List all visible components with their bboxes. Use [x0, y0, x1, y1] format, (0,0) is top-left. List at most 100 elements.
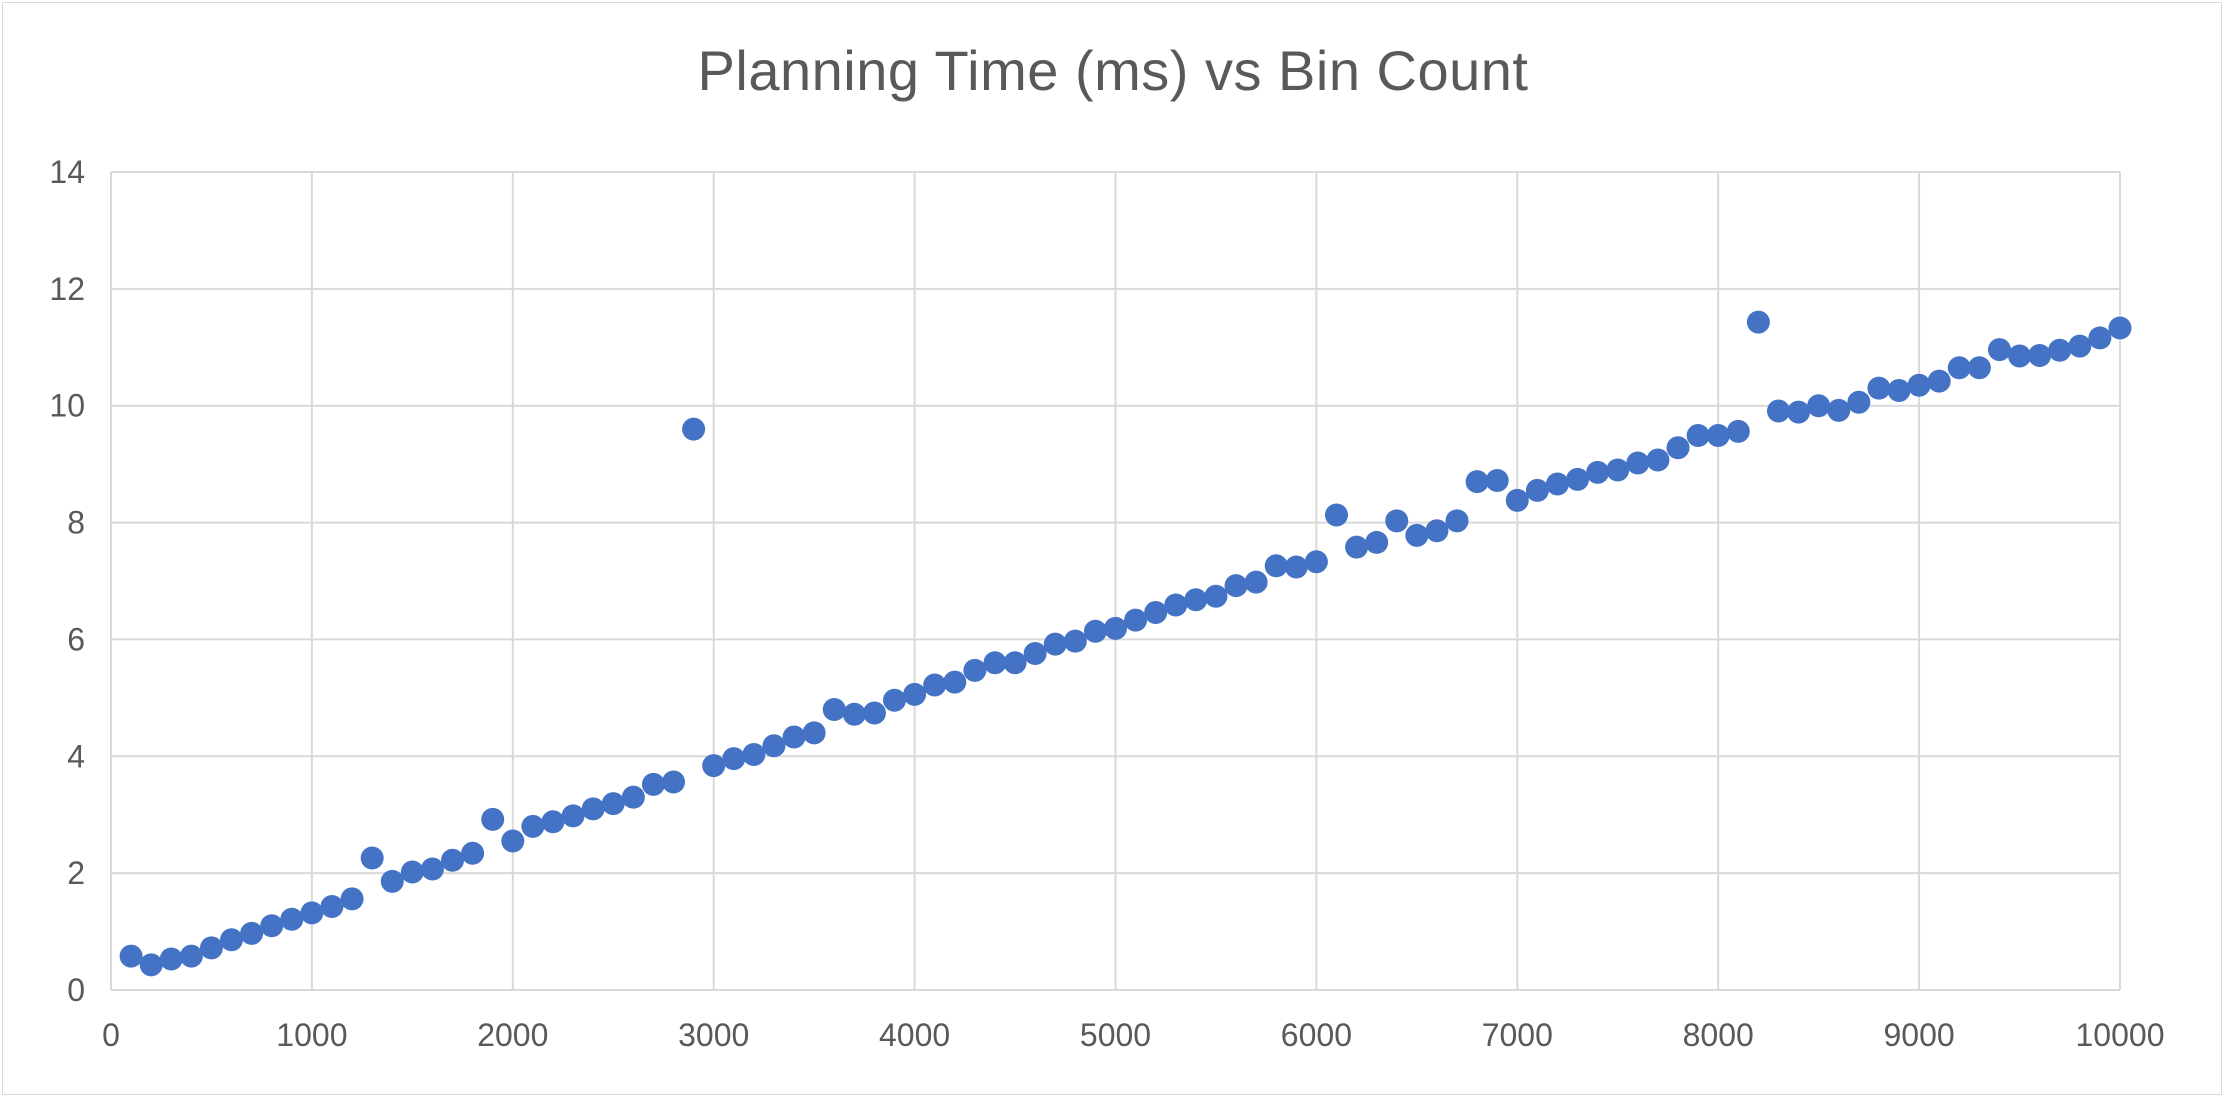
data-point: [1385, 509, 1409, 533]
data-point: [702, 754, 726, 778]
y-tick-label: 6: [67, 621, 85, 657]
data-point: [521, 814, 545, 838]
data-point: [1104, 616, 1127, 640]
data-point: [923, 673, 947, 697]
data-point: [1787, 400, 1811, 424]
data-point: [1726, 419, 1750, 443]
data-point: [1003, 651, 1027, 675]
data-point: [1987, 338, 2011, 362]
data-point: [581, 797, 605, 821]
x-tick-label: 8000: [1683, 1017, 1754, 1053]
data-point: [1144, 601, 1168, 625]
data-point: [1706, 424, 1730, 448]
data-point: [1284, 555, 1308, 579]
data-point: [1847, 390, 1871, 414]
axis-tick-labels: 0 2 4 6 8 10 12 14 0 1000 2000 3000 4000 5000 6000 7000…: [49, 154, 2164, 1053]
data-point: [139, 953, 163, 977]
data-point: [1907, 373, 1931, 397]
data-point: [1505, 488, 1529, 512]
data-point: [1807, 394, 1831, 418]
data-point: [1967, 356, 1991, 380]
data-point: [1887, 379, 1911, 403]
data-point: [461, 841, 485, 865]
y-tick-label: 0: [67, 972, 85, 1008]
x-tick-label: 6000: [1281, 1017, 1352, 1053]
data-point: [1947, 356, 1971, 380]
data-point: [1485, 469, 1509, 493]
y-tick-label: 10: [49, 388, 85, 424]
data-point: [1063, 629, 1087, 653]
data-point: [1043, 632, 1067, 656]
data-point: [1666, 436, 1690, 460]
data-point: [621, 785, 645, 809]
data-point: [722, 747, 746, 771]
data-point: [1525, 478, 1549, 502]
x-tick-label: 5000: [1080, 1017, 1151, 1053]
data-point: [762, 734, 786, 758]
x-tick-label: 4000: [879, 1017, 950, 1053]
data-point: [1324, 503, 1348, 527]
data-point: [662, 770, 686, 794]
x-tick-label: 2000: [477, 1017, 548, 1053]
x-tick-label: 10000: [2076, 1017, 2165, 1053]
x-tick-label: 0: [102, 1017, 120, 1053]
data-point: [1827, 398, 1851, 422]
data-point: [1405, 523, 1429, 547]
data-point: [2008, 344, 2032, 368]
data-point: [561, 804, 585, 828]
data-point: [1867, 376, 1891, 400]
data-points: [119, 310, 2132, 977]
data-point: [1184, 588, 1208, 612]
data-point: [1345, 535, 1369, 559]
data-point: [1545, 472, 1569, 496]
data-point: [842, 702, 866, 726]
data-point: [682, 417, 706, 441]
data-point: [2068, 334, 2092, 358]
data-point: [1646, 448, 1670, 472]
data-point: [1264, 554, 1288, 578]
x-tick-label: 7000: [1482, 1017, 1553, 1053]
data-point: [300, 901, 324, 925]
data-point: [782, 725, 806, 749]
data-point: [380, 869, 404, 893]
data-point: [240, 921, 264, 945]
data-point: [1606, 458, 1630, 482]
data-point: [1766, 399, 1790, 423]
data-point: [802, 721, 826, 745]
y-tick-label: 8: [67, 505, 85, 541]
data-point: [400, 860, 424, 884]
y-tick-label: 12: [49, 271, 85, 307]
data-point: [179, 944, 203, 968]
data-point: [1164, 593, 1188, 617]
data-point: [742, 743, 766, 767]
data-point: [360, 846, 384, 870]
data-point: [963, 658, 987, 682]
x-tick-label: 3000: [678, 1017, 749, 1053]
data-point: [1244, 570, 1268, 594]
data-point: [280, 907, 304, 931]
y-tick-label: 2: [67, 855, 85, 891]
data-point: [1083, 619, 1107, 643]
data-point: [1586, 460, 1610, 484]
data-point: [1686, 424, 1710, 448]
data-point: [420, 857, 444, 881]
data-point: [903, 682, 927, 706]
y-tick-label: 14: [49, 154, 85, 190]
data-point: [1626, 451, 1650, 475]
data-point: [159, 947, 183, 971]
data-point: [1023, 641, 1047, 665]
data-point: [1445, 509, 1469, 533]
data-point: [983, 651, 1007, 675]
data-point: [1465, 470, 1489, 494]
data-point: [501, 829, 525, 853]
data-point: [199, 936, 223, 960]
x-tick-label: 9000: [1884, 1017, 1955, 1053]
data-point: [2048, 338, 2072, 362]
data-point: [2088, 326, 2112, 350]
data-point: [1224, 574, 1248, 598]
data-point: [883, 688, 907, 712]
data-point: [1304, 550, 1328, 574]
data-point: [1124, 608, 1148, 632]
data-point: [119, 944, 143, 968]
data-point: [1746, 310, 1770, 334]
